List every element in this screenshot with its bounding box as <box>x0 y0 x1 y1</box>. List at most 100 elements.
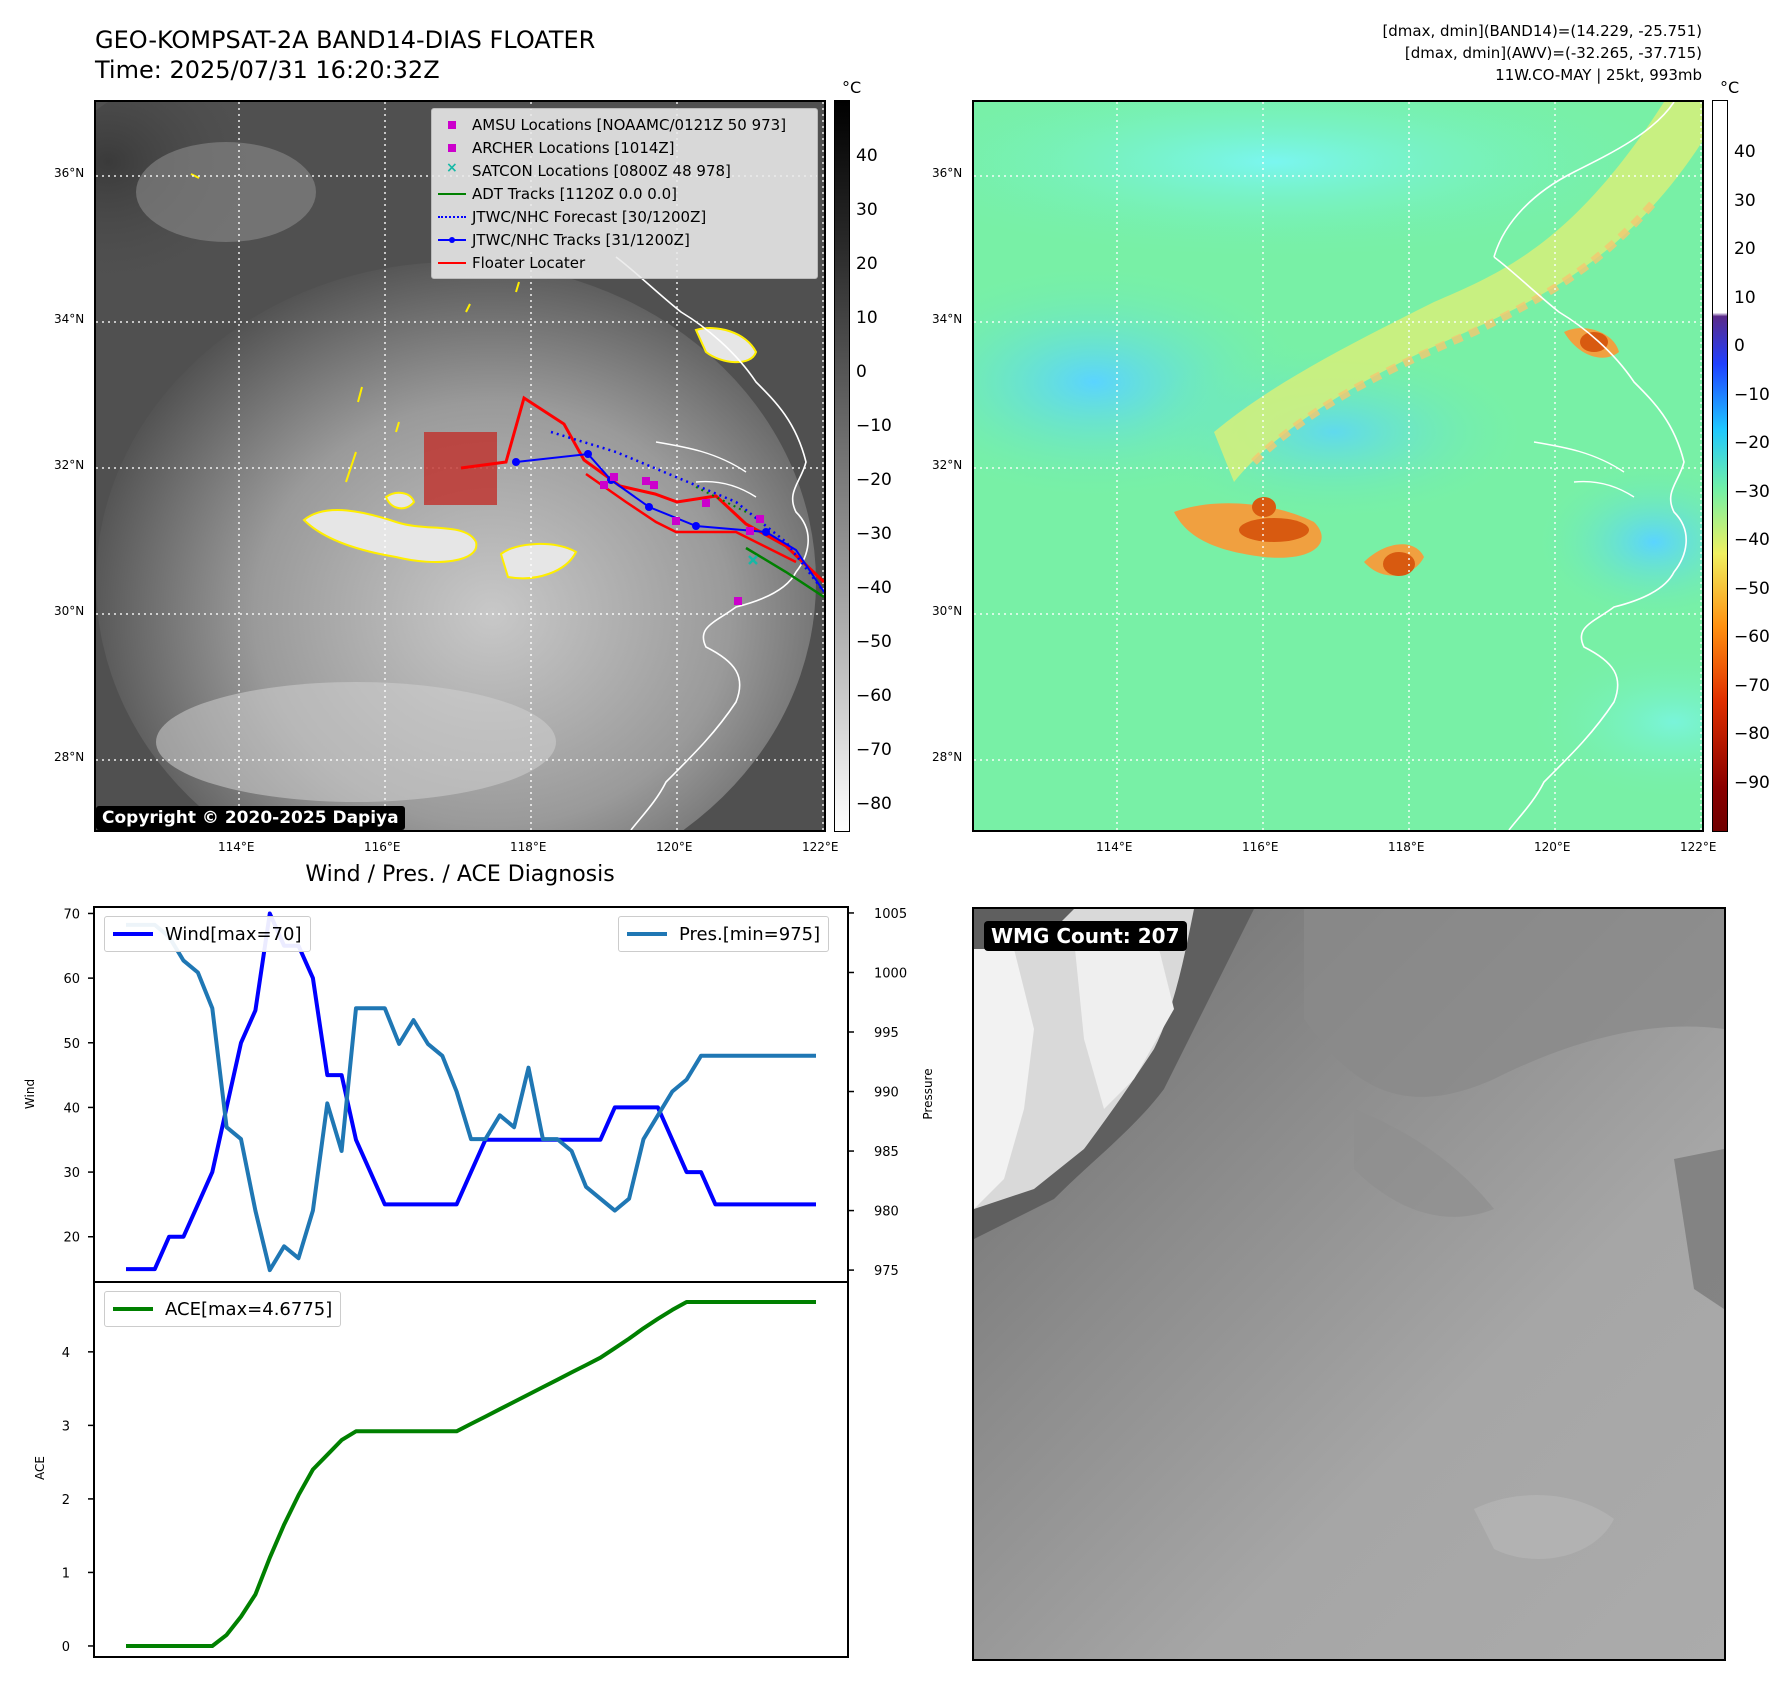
ir-lat-32: 32°N <box>54 458 85 472</box>
legend-jtwc-tracks: JTWC/NHC Tracks [31/1200Z] <box>432 228 817 251</box>
awv-lat-30: 30°N <box>932 604 963 618</box>
wind-series-line <box>126 911 816 1272</box>
legend-floater-label: Floater Locater <box>472 253 586 272</box>
wind-ytick-label: 60 <box>63 972 80 987</box>
awv-cb-tick: −80 <box>1734 724 1770 744</box>
pres-ytick-label: 995 <box>874 1026 899 1041</box>
legend-jtwc-forecast-label: JTWC/NHC Forecast [30/1200Z] <box>472 207 707 226</box>
awv-cb-tick: 0 <box>1734 336 1745 356</box>
awv-lon-120: 120°E <box>1534 840 1571 854</box>
ir-cb-tick: −10 <box>856 416 892 436</box>
ace-ytick-label: 3 <box>62 1419 70 1434</box>
legend-adt: ADT Tracks [1120Z 0.0 0.0] <box>432 182 817 205</box>
awv-colorbar-ticks: 40 30 20 10 0 −10 −20 −30 −40 −50 −60 −7… <box>1734 100 1788 832</box>
wind-legend-label: Wind[max=70] <box>165 923 302 945</box>
wind-ytick-label: 50 <box>63 1037 80 1052</box>
adt-track <box>745 546 824 599</box>
awv-graticule <box>974 102 1702 830</box>
ir-cb-tick: 20 <box>856 254 878 274</box>
pres-ytick-label: 1005 <box>874 907 907 922</box>
legend-floater: Floater Locater <box>432 251 817 274</box>
wind-ytick-label: 20 <box>63 1231 80 1246</box>
ir-cb-tick: −20 <box>856 470 892 490</box>
pressure-series-line <box>126 922 816 1273</box>
wind-pres-axes <box>93 906 849 1283</box>
floater-box <box>424 432 497 505</box>
diagnosis-chart: 20 30 40 50 60 70 975 980 985 990 995 1000 1005 0 1 2… <box>23 906 935 1658</box>
ir-lon-118: 118°E <box>510 840 547 854</box>
ace-series-line <box>126 1300 816 1648</box>
cold-cloud-contours <box>302 327 758 580</box>
map-legend: AMSU Locations [NOAAMC/0121Z 50 973] ARC… <box>431 108 818 279</box>
legend-satcon-label: SATCON Locations [0800Z 48 978] <box>472 161 731 180</box>
awv-cb-tick: 20 <box>1734 239 1756 259</box>
ir-cb-tick: −80 <box>856 794 892 814</box>
storm-info-text: 11W.CO-MAY | 25kt, 993mb <box>1495 66 1702 84</box>
legend-amsu: AMSU Locations [NOAAMC/0121Z 50 973] <box>432 113 817 136</box>
awv-lon-118: 118°E <box>1388 840 1425 854</box>
ir-lon-114: 114°E <box>218 840 255 854</box>
figure-title: GEO-KOMPSAT-2A BAND14-DIAS FLOATER <box>95 26 596 54</box>
ir-lon-120: 120°E <box>656 840 693 854</box>
ir-lat-36: 36°N <box>54 166 85 180</box>
ir-satellite-map: AMSU Locations [NOAAMC/0121Z 50 973] ARC… <box>94 100 826 832</box>
ir-cb-tick: −40 <box>856 578 892 598</box>
ir-cb-tick: 10 <box>856 308 878 328</box>
ir-cb-tick: −60 <box>856 686 892 706</box>
awv-colorbar <box>1712 100 1728 832</box>
awv-cb-tick: −90 <box>1734 773 1770 793</box>
ace-legend: ACE[max=4.6775] <box>104 1291 342 1327</box>
ir-lon-122: 122°E <box>802 840 839 854</box>
ir-cb-tick: 0 <box>856 362 867 382</box>
awv-lon-122: 122°E <box>1680 840 1717 854</box>
ir-cb-tick: 40 <box>856 146 878 166</box>
ir-lat-34: 34°N <box>54 312 85 326</box>
awv-colorbar-unit: °C <box>1720 78 1740 97</box>
legend-amsu-label: AMSU Locations [NOAAMC/0121Z 50 973] <box>472 115 787 134</box>
awv-cb-tick: −60 <box>1734 627 1770 647</box>
diagnosis-title: Wind / Pres. / ACE Diagnosis <box>305 862 615 887</box>
pres-axis-label: Pressure <box>921 1068 935 1119</box>
pres-ytick-label: 1000 <box>874 966 907 981</box>
legend-jtwc-forecast: JTWC/NHC Forecast [30/1200Z] <box>432 205 817 228</box>
pres-legend: Pres.[min=975] <box>618 916 830 952</box>
awv-cb-tick: 10 <box>1734 288 1756 308</box>
band14-range-text: [dmax, dmin](BAND14)=(14.229, -25.751) <box>1382 22 1702 40</box>
copyright-badge: Copyright © 2020-2025 Dapiya <box>96 806 405 830</box>
legend-archer-label: ARCHER Locations [1014Z] <box>472 138 675 157</box>
ir-lon-116: 116°E <box>364 840 401 854</box>
awv-cb-tick: −50 <box>1734 579 1770 599</box>
jtwc-track <box>515 452 824 593</box>
amsu-archer-points <box>600 473 764 605</box>
awv-map <box>972 100 1704 832</box>
awv-coastline <box>1493 256 1687 830</box>
ir-cb-tick: −50 <box>856 632 892 652</box>
ace-ytick-label: 0 <box>62 1640 70 1655</box>
ir-lat-28: 28°N <box>54 750 85 764</box>
ir-colorbar <box>834 100 850 832</box>
awv-range-text: [dmax, dmin](AWV)=(-32.265, -37.715) <box>1404 44 1702 62</box>
awv-cb-tick: −20 <box>1734 433 1770 453</box>
awv-cb-tick: 30 <box>1734 191 1756 211</box>
wmg-image: WMG Count: 207 <box>972 907 1726 1661</box>
ir-colorbar-ticks: 40 30 20 10 0 −10 −20 −30 −40 −50 −60 −7… <box>856 100 916 832</box>
wind-ytick-label: 40 <box>63 1101 80 1116</box>
pres-ytick-label: 990 <box>874 1086 899 1101</box>
awv-cb-tick: −40 <box>1734 530 1770 550</box>
satcon-points <box>748 555 758 565</box>
awv-lat-34: 34°N <box>932 312 963 326</box>
awv-lat-28: 28°N <box>932 750 963 764</box>
pres-ytick-label: 975 <box>874 1264 899 1279</box>
pres-legend-label: Pres.[min=975] <box>679 923 821 945</box>
ir-cb-tick: −70 <box>856 740 892 760</box>
ir-cb-tick: 30 <box>856 200 878 220</box>
ace-ytick-label: 2 <box>62 1493 70 1508</box>
awv-lat-36: 36°N <box>932 166 963 180</box>
awv-cb-tick: 40 <box>1734 142 1756 162</box>
legend-jtwc-tracks-label: JTWC/NHC Tracks [31/1200Z] <box>472 230 690 249</box>
awv-lon-114: 114°E <box>1096 840 1133 854</box>
ir-lat-30: 30°N <box>54 604 85 618</box>
legend-adt-label: ADT Tracks [1120Z 0.0 0.0] <box>472 184 677 203</box>
ace-ytick-label: 1 <box>62 1566 70 1581</box>
ace-axes <box>93 1281 849 1658</box>
